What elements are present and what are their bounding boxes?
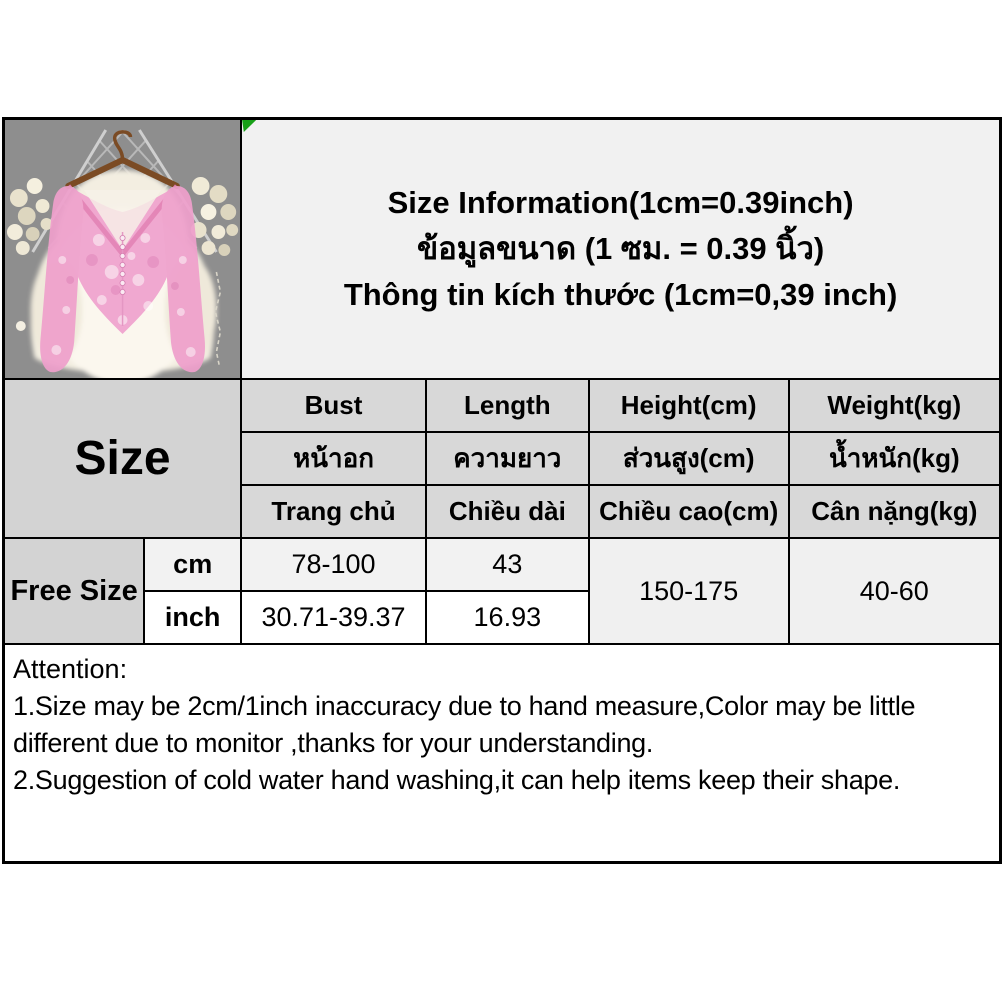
row-label-free-size: Free Size — [2, 537, 146, 645]
small-flower — [15, 321, 26, 331]
title-english: Size Information(1cm=0.39inch) — [387, 185, 854, 220]
value-bust-inch: 30.71-39.37 — [240, 590, 427, 645]
value-height: 150-175 — [587, 537, 790, 645]
product-photo-illustration — [5, 120, 240, 378]
flower-cluster-right — [190, 177, 239, 256]
value-length-cm: 43 — [424, 537, 590, 592]
header-height-en: Height(cm) — [587, 378, 790, 433]
attention-note-1: 1.Size may be 2cm/1inch inaccuracy due t… — [13, 691, 916, 758]
attention-section: Attention: 1.Size may be 2cm/1inch inacc… — [2, 643, 1002, 863]
title-vietnamese: Thông tin kích thước (1cm=0,39 inch) — [343, 277, 898, 312]
blouse-lace-texture — [51, 233, 196, 357]
header-bust-vn: Trang chủ — [240, 484, 427, 539]
header-weight-en: Weight(kg) — [787, 378, 1002, 433]
header-bust-en: Bust — [240, 378, 427, 433]
value-bust-cm: 78-100 — [240, 537, 427, 592]
hanging-chain — [214, 271, 222, 367]
size-corner-label: Size — [2, 378, 243, 539]
value-length-inch: 16.93 — [424, 590, 590, 645]
header-weight-vn: Cân nặng(kg) — [787, 484, 1002, 539]
header-weight-th: น้ำหนัก(kg) — [787, 431, 1002, 486]
green-corner-marker-icon — [243, 120, 257, 132]
size-chart-sheet: Size Information(1cm=0.39inch) ข้อมูลขนา… — [2, 117, 1002, 864]
header-length-en: Length — [424, 378, 590, 433]
unit-inch: inch — [143, 590, 243, 645]
header-height-vn: Chiều cao(cm) — [587, 484, 790, 539]
header-bust-th: หน้าอก — [240, 431, 427, 486]
header-height-th: ส่วนสูง(cm) — [587, 431, 790, 486]
value-weight: 40-60 — [787, 537, 1002, 645]
title-thai: ข้อมูลขนาด (1 ซม. = 0.39 นิ้ว) — [416, 231, 825, 266]
header-length-th: ความยาว — [424, 431, 590, 486]
title-banner: Size Information(1cm=0.39inch) ข้อมูลขนา… — [240, 117, 1002, 380]
flower-cluster-left — [6, 178, 53, 255]
product-photo — [2, 117, 243, 380]
blouse — [40, 184, 205, 373]
button-placket — [119, 232, 126, 326]
unit-cm: cm — [143, 537, 243, 592]
header-length-vn: Chiều dài — [424, 484, 590, 539]
attention-heading: Attention: — [13, 654, 128, 684]
size-chart-table: Size Information(1cm=0.39inch) ข้อมูลขนา… — [2, 117, 1002, 864]
blouse-shading — [66, 254, 179, 295]
attention-note-2: 2.Suggestion of cold water hand washing,… — [13, 765, 901, 795]
hanger — [65, 130, 180, 189]
